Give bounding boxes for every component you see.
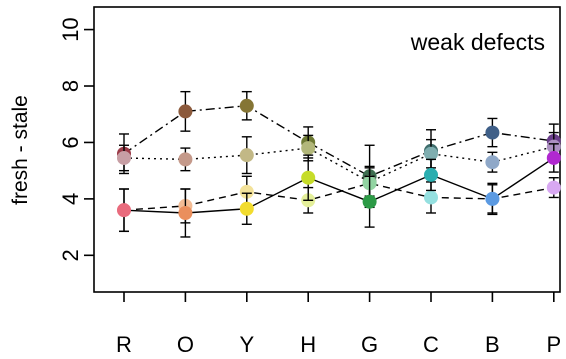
data-point: [485, 125, 500, 140]
data-point: [178, 205, 193, 220]
data-point: [424, 167, 438, 182]
x-tick-label: H: [300, 332, 316, 357]
y-axis-title: fresh - stale: [9, 95, 32, 205]
data-point: [239, 148, 254, 163]
x-tick-label: P: [546, 332, 561, 357]
data-point: [362, 194, 377, 209]
data-point: [178, 152, 193, 167]
y-tick-label: 6: [58, 136, 83, 148]
data-point: [424, 190, 438, 205]
data-point: [239, 184, 254, 199]
series-line: [123, 182, 554, 211]
data-point: [546, 150, 561, 165]
y-tick-label: 2: [58, 249, 83, 261]
x-tick-label: O: [177, 332, 194, 357]
series-dotted: [117, 131, 561, 197]
x-tick-label: B: [485, 332, 500, 357]
series-layer: [117, 90, 561, 238]
data-point: [117, 203, 131, 218]
y-axis: 2 4 6 8 10: [58, 17, 94, 261]
annotation-label: weak defects: [410, 29, 545, 55]
data-point: [485, 155, 500, 170]
data-point: [178, 104, 193, 119]
x-tick-label: Y: [239, 332, 254, 357]
data-point: [301, 170, 316, 185]
series-line: [123, 105, 554, 178]
data-point: [546, 180, 561, 195]
series-line: [123, 157, 555, 214]
x-tick-label: G: [361, 332, 378, 357]
data-point: [301, 141, 316, 156]
x-tick-label: C: [423, 332, 439, 357]
y-tick-label: 10: [58, 17, 83, 41]
series-solid: [117, 143, 561, 238]
x-tick-label: R: [116, 332, 132, 357]
data-point: [239, 98, 254, 113]
y-tick-label: 4: [58, 193, 83, 205]
data-point: [424, 146, 438, 161]
data-point: [239, 201, 254, 216]
data-point: [485, 191, 500, 206]
y-tick-label: 8: [58, 80, 83, 92]
data-point: [117, 150, 131, 165]
